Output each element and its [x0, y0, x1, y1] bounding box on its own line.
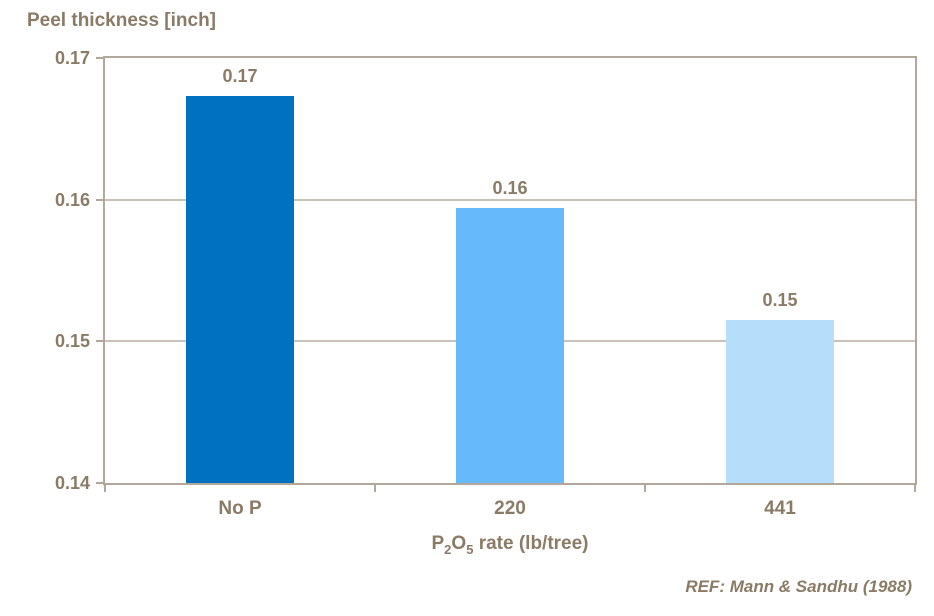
- bar-220: [456, 208, 564, 483]
- y-tick-label: 0.14: [54, 473, 90, 493]
- bar-value-label: 0.16: [492, 178, 528, 198]
- y-tick-label: 0.15: [54, 331, 90, 351]
- plot-area: 0.17 0.16 0.15: [103, 56, 917, 485]
- subscript-2: 2: [444, 541, 452, 557]
- x-tick-mark: [914, 485, 916, 492]
- x-tick-mark: [104, 485, 106, 492]
- bar-value-label: 0.15: [762, 290, 798, 310]
- gridline: [105, 199, 915, 201]
- subscript-5: 5: [466, 541, 474, 557]
- y-tick-label: 0.16: [54, 190, 90, 210]
- reference-note: REF: Mann & Sandhu (1988): [685, 577, 912, 596]
- x-category-label: 441: [764, 498, 796, 519]
- bar-no-p: [186, 96, 294, 483]
- y-tick-label: 0.17: [54, 48, 90, 68]
- y-tick-mark: [96, 340, 105, 342]
- x-tick-mark: [644, 485, 646, 492]
- x-tick-mark: [374, 485, 376, 492]
- bar-441: [726, 320, 834, 483]
- y-tick-mark: [96, 57, 105, 59]
- x-axis-title: P2O5 rate (lb/tree): [105, 533, 915, 557]
- chart-title: Peel thickness [inch]: [27, 10, 217, 31]
- y-tick-mark: [96, 482, 105, 484]
- bar-value-label: 0.17: [222, 66, 258, 86]
- x-category-label: 220: [494, 498, 526, 519]
- y-tick-mark: [96, 199, 105, 201]
- x-axis-title-text: P2O5 rate (lb/tree): [431, 533, 589, 557]
- x-category-label: No P: [218, 498, 262, 519]
